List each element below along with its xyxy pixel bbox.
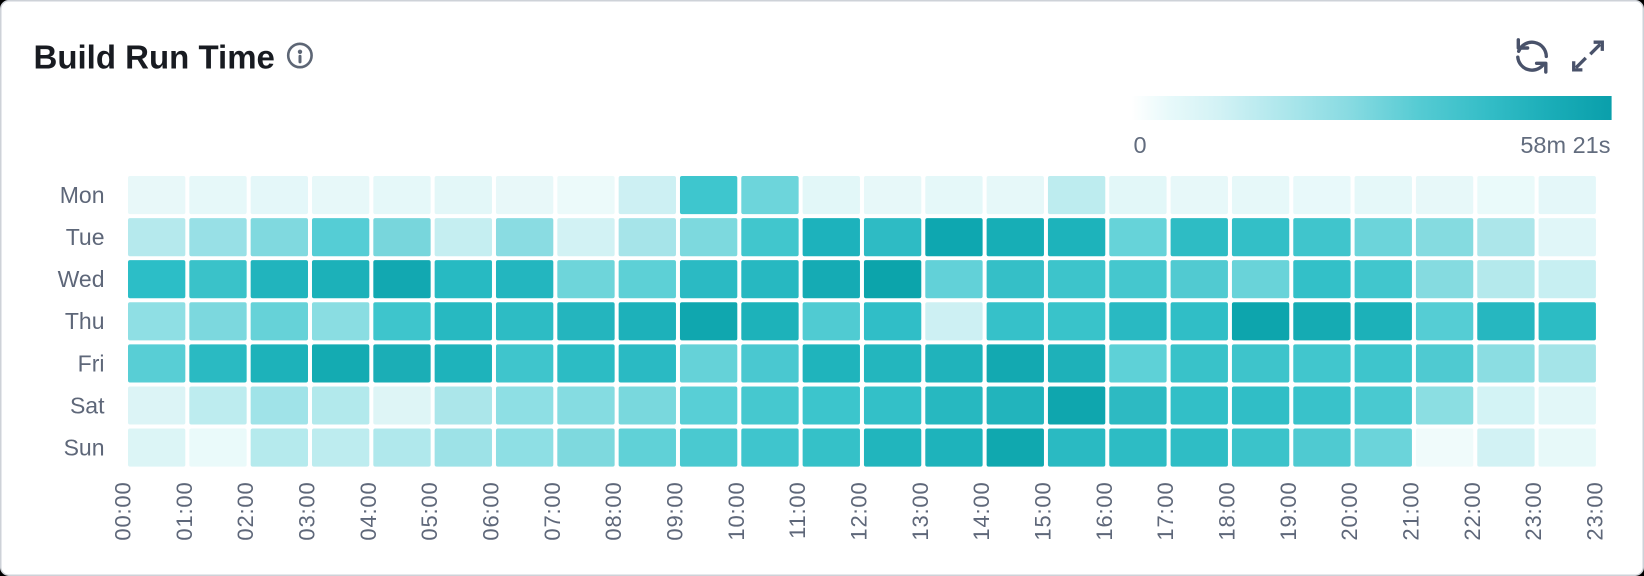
svg-text:17:00: 17:00 <box>1153 482 1178 541</box>
svg-text:14:00: 14:00 <box>969 482 994 541</box>
svg-text:03:00: 03:00 <box>295 482 320 541</box>
svg-text:Tue: Tue <box>66 224 105 250</box>
svg-text:16:00: 16:00 <box>1092 482 1117 541</box>
svg-text:0: 0 <box>1134 132 1147 158</box>
svg-text:Thu: Thu <box>65 308 105 334</box>
svg-text:02:00: 02:00 <box>233 482 258 541</box>
svg-text:Wed: Wed <box>58 266 105 292</box>
svg-text:20:00: 20:00 <box>1337 482 1362 541</box>
svg-text:08:00: 08:00 <box>601 482 626 541</box>
svg-text:01:00: 01:00 <box>172 482 197 541</box>
svg-text:58m 21s: 58m 21s <box>1520 132 1610 158</box>
svg-text:15:00: 15:00 <box>1030 482 1055 541</box>
svg-text:Fri: Fri <box>78 350 105 376</box>
svg-text:23:00: 23:00 <box>1582 482 1607 541</box>
svg-text:00:00: 00:00 <box>111 482 136 541</box>
svg-text:09:00: 09:00 <box>663 482 688 541</box>
svg-text:Build Run Time: Build Run Time <box>34 39 275 76</box>
svg-text:19:00: 19:00 <box>1276 482 1301 541</box>
svg-text:11:00: 11:00 <box>785 482 810 539</box>
svg-text:04:00: 04:00 <box>356 482 381 541</box>
svg-text:13:00: 13:00 <box>908 482 933 541</box>
svg-text:18:00: 18:00 <box>1214 482 1239 541</box>
svg-text:23:00: 23:00 <box>1521 482 1546 541</box>
svg-text:22:00: 22:00 <box>1460 482 1485 541</box>
svg-text:Mon: Mon <box>60 182 105 208</box>
svg-text:07:00: 07:00 <box>540 482 565 541</box>
svg-text:12:00: 12:00 <box>847 482 872 541</box>
svg-text:Sat: Sat <box>70 392 105 418</box>
svg-text:06:00: 06:00 <box>479 482 504 541</box>
svg-text:21:00: 21:00 <box>1398 482 1423 541</box>
svg-text:10:00: 10:00 <box>724 482 749 541</box>
svg-text:05:00: 05:00 <box>417 482 442 541</box>
svg-text:Sun: Sun <box>64 435 105 461</box>
